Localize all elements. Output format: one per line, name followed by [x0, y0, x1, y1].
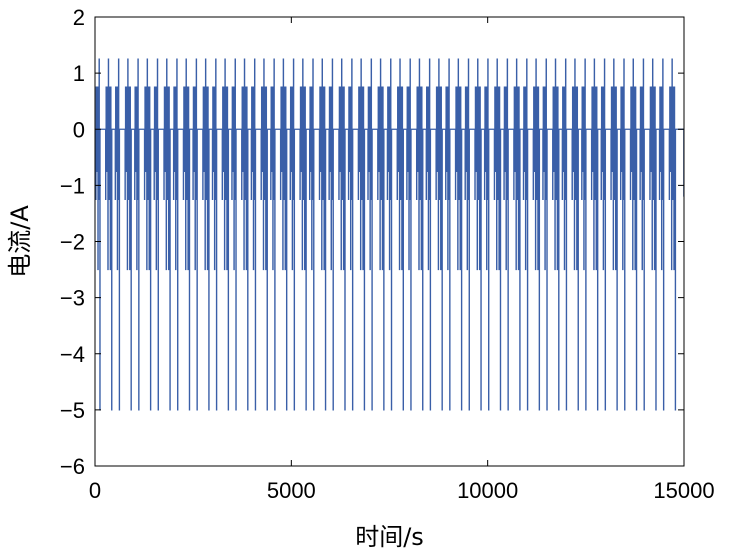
y-tick-label: −3 — [60, 286, 85, 311]
y-tick-label: 1 — [73, 61, 85, 86]
current-series — [95, 58, 685, 411]
x-tick-label: 5000 — [267, 478, 316, 503]
x-tick-label: 15000 — [653, 478, 714, 503]
x-tick-label: 0 — [89, 478, 101, 503]
y-axis-label: 电流/A — [6, 205, 34, 278]
y-tick-label: −5 — [60, 398, 85, 423]
y-tick-label: −1 — [60, 173, 85, 198]
y-tick-label: −4 — [60, 342, 85, 367]
current-line — [95, 58, 685, 411]
y-tick-label: 2 — [73, 5, 85, 30]
y-tick-label: −2 — [60, 230, 85, 255]
y-tick-label: 0 — [73, 117, 85, 142]
y-tick-label: −6 — [60, 454, 85, 479]
axis-ticks: 0 5000 10000 15000 2 1 0 −1 −2 −3 −4 −5 −6 — [60, 5, 715, 503]
x-axis-label: 时间/s — [355, 523, 424, 551]
x-tick-label: 10000 — [457, 478, 518, 503]
